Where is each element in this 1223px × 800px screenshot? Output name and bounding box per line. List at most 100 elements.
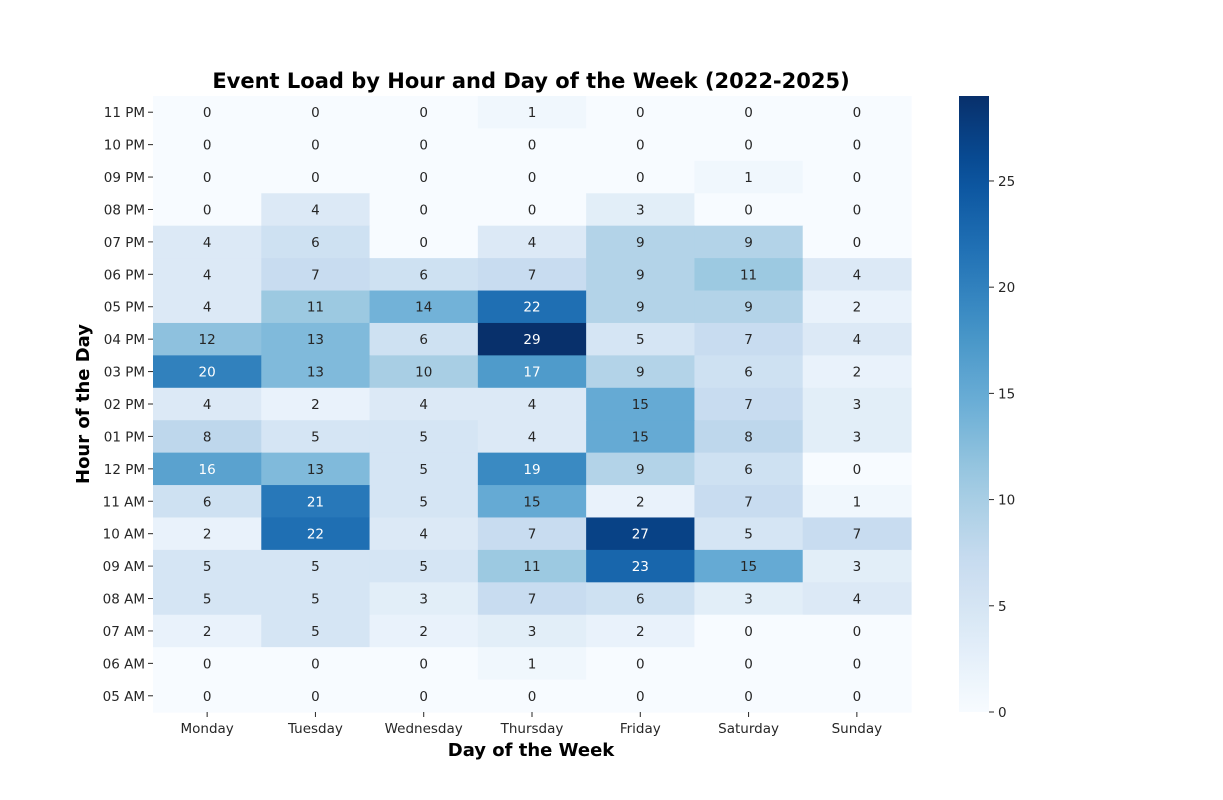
colorbar-tick-label: 20: [998, 280, 1015, 296]
y-tick-label: 10 PM: [104, 138, 145, 154]
cell-value-label: 9: [636, 365, 645, 381]
cell-value-label: 0: [419, 202, 428, 218]
cell-value-label: 9: [744, 235, 753, 251]
y-tick-label: 07 PM: [104, 235, 145, 251]
heatmap-cell: [477, 549, 587, 583]
y-tick-label: 12 PM: [104, 462, 145, 478]
cell-value-label: 0: [419, 170, 428, 186]
cell-value-label: 5: [311, 592, 320, 608]
cell-value-label: 9: [744, 300, 753, 316]
cell-value-label: 8: [203, 429, 212, 445]
heatmap-cell: [369, 582, 479, 616]
cell-value-label: 3: [636, 202, 645, 218]
heatmap-cell: [802, 387, 912, 421]
heatmap-cell: [369, 160, 479, 194]
cell-value-label: 0: [744, 656, 753, 672]
heatmap-cell: [477, 485, 587, 519]
heatmap-cell: [153, 647, 262, 681]
cell-value-label: 0: [636, 105, 645, 121]
heatmap-cell: [586, 387, 696, 421]
cell-value-label: 5: [419, 494, 428, 510]
colorbar-tick-label: 5: [998, 599, 1007, 615]
cell-value-label: 7: [311, 267, 320, 283]
cell-value-label: 0: [311, 689, 320, 705]
heatmap-cell: [261, 517, 371, 551]
cell-value-label: 1: [528, 656, 537, 672]
cell-value-label: 15: [523, 494, 540, 510]
cell-value-label: 5: [419, 462, 428, 478]
heatmap-cell: [369, 614, 479, 648]
heatmap-cell: [369, 517, 479, 551]
cell-value-label: 6: [203, 494, 212, 510]
cell-value-label: 29: [523, 332, 540, 348]
cell-value-label: 5: [636, 332, 645, 348]
cell-value-label: 4: [203, 397, 212, 413]
cell-value-label: 0: [311, 656, 320, 672]
cell-value-label: 0: [636, 170, 645, 186]
heatmap-cell: [694, 96, 804, 130]
heatmap-cell: [153, 290, 262, 324]
heatmap-cell: [586, 225, 696, 259]
heatmap-cell: [586, 322, 696, 356]
heatmap-cell: [586, 647, 696, 681]
cell-value-label: 15: [632, 429, 649, 445]
heatmap-cell: [261, 452, 371, 486]
cell-value-label: 6: [311, 235, 320, 251]
cell-value-label: 1: [528, 105, 537, 121]
cell-value-label: 0: [419, 105, 428, 121]
heatmap-cell-labels: 0 0 0 1 0 0 00 0 0 0 0 0 00 0 0 0 0 1 00 4 0 0 3 0 04 6 0 4 9 9 04 7 6 7 9…: [199, 105, 862, 705]
x-tick-label: Wednesday: [385, 721, 463, 737]
cell-value-label: 0: [853, 462, 862, 478]
cell-value-label: 11: [740, 267, 757, 283]
cell-value-label: 5: [311, 624, 320, 640]
y-tick-label: 08 AM: [103, 592, 145, 608]
heatmap-cell: [261, 128, 371, 162]
cell-value-label: 22: [307, 527, 324, 543]
heatmap-cell: [802, 452, 912, 486]
heatmap-cell: [477, 193, 587, 227]
cell-value-label: 21: [307, 494, 324, 510]
heatmap-cell: [153, 225, 262, 259]
cell-value-label: 0: [419, 235, 428, 251]
cell-value-label: 4: [311, 202, 320, 218]
heatmap-cell: [586, 582, 696, 616]
cell-value-label: 2: [853, 300, 862, 316]
cell-value-label: 0: [853, 138, 862, 154]
heatmap-cell: [369, 290, 479, 324]
y-axis-ticks: 11 PM 10 PM 09 PM 08 PM 07 PM 06 PM 05 PM 04 PM…: [103, 105, 153, 705]
heatmap-cell: [261, 355, 371, 389]
heatmap-cell: [586, 679, 696, 713]
heatmap-cell: [694, 225, 804, 259]
heatmap-cell: [369, 387, 479, 421]
heatmap-cell: [586, 452, 696, 486]
heatmap-cell: [694, 485, 804, 519]
cell-value-label: 16: [199, 462, 216, 478]
cell-value-label: 4: [528, 429, 537, 445]
cell-value-label: 23: [632, 559, 649, 575]
cell-value-label: 0: [203, 170, 212, 186]
cell-value-label: 3: [853, 397, 862, 413]
heatmap-cell: [153, 517, 262, 551]
cell-value-label: 19: [523, 462, 540, 478]
cell-value-label: 6: [419, 267, 428, 283]
heatmap-cell: [153, 485, 262, 519]
heatmap-cell: [477, 160, 587, 194]
cell-value-label: 7: [744, 397, 753, 413]
y-tick-label: 02 PM: [104, 397, 145, 413]
x-tick-label: Thursday: [500, 721, 564, 737]
heatmap-cell: [802, 96, 912, 130]
heatmap-cell: [153, 355, 262, 389]
cell-value-label: 5: [203, 559, 212, 575]
heatmap-cell: [586, 355, 696, 389]
cell-value-label: 13: [307, 365, 324, 381]
heatmap-cell: [586, 96, 696, 130]
y-tick-label: 08 PM: [104, 202, 145, 218]
cell-value-label: 0: [528, 689, 537, 705]
cell-value-label: 3: [419, 592, 428, 608]
cell-value-label: 13: [307, 462, 324, 478]
colorbar-tick-label: 0: [998, 705, 1007, 721]
cell-value-label: 3: [528, 624, 537, 640]
cell-value-label: 9: [636, 462, 645, 478]
cell-value-label: 5: [311, 429, 320, 445]
colorbar-tick-label: 10: [998, 493, 1015, 509]
